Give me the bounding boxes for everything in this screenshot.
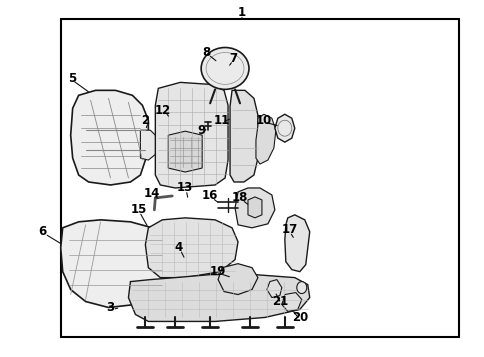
Polygon shape: [140, 130, 158, 160]
Ellipse shape: [201, 47, 248, 89]
Polygon shape: [235, 188, 274, 228]
Text: 21: 21: [271, 295, 287, 308]
Text: 8: 8: [202, 46, 210, 59]
Polygon shape: [60, 220, 170, 307]
Ellipse shape: [296, 282, 306, 293]
Polygon shape: [247, 197, 261, 218]
Text: 19: 19: [210, 265, 226, 278]
Bar: [60, 19, 458, 337]
Polygon shape: [229, 90, 257, 182]
Text: 17: 17: [281, 223, 297, 236]
Polygon shape: [168, 131, 202, 172]
Text: 3: 3: [106, 301, 114, 314]
Text: 11: 11: [213, 114, 230, 127]
Text: 10: 10: [255, 114, 272, 127]
Text: 16: 16: [201, 190, 218, 202]
Polygon shape: [284, 215, 309, 272]
Text: 2: 2: [141, 114, 149, 127]
Polygon shape: [218, 264, 257, 295]
Polygon shape: [281, 292, 301, 311]
Text: 6: 6: [39, 225, 47, 238]
Text: 18: 18: [231, 191, 248, 205]
Polygon shape: [71, 90, 148, 185]
Polygon shape: [256, 114, 275, 164]
Text: 12: 12: [155, 104, 171, 117]
Text: 1: 1: [238, 6, 245, 19]
Text: 7: 7: [228, 52, 237, 65]
Text: 9: 9: [197, 124, 205, 137]
Polygon shape: [266, 280, 281, 297]
Polygon shape: [128, 275, 309, 321]
Text: 14: 14: [144, 187, 160, 200]
Text: 20: 20: [291, 311, 307, 324]
Polygon shape: [155, 82, 227, 188]
Text: 15: 15: [130, 203, 146, 216]
Polygon shape: [145, 218, 238, 278]
Text: 4: 4: [174, 241, 182, 254]
Polygon shape: [274, 114, 294, 142]
Text: 5: 5: [68, 72, 76, 85]
Text: 13: 13: [177, 181, 193, 195]
